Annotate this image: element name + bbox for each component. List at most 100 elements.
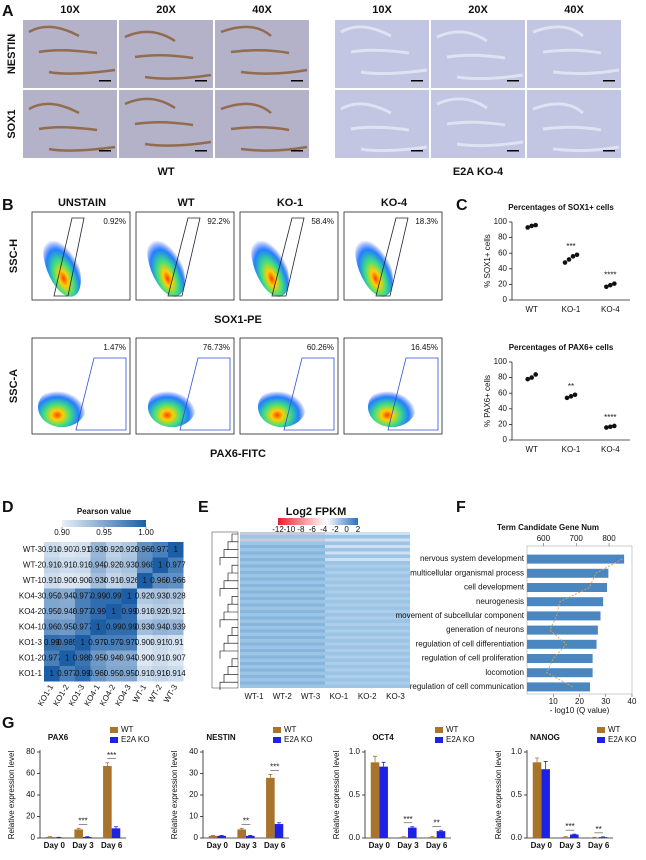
x-tick-label: Day 0 (531, 841, 553, 850)
cell-value: 0.948 (57, 607, 78, 616)
bar (527, 597, 604, 607)
tissue-structure (124, 97, 176, 110)
x-tick-label: Day 6 (588, 841, 610, 850)
cell-value: 0.907 (166, 653, 187, 662)
heatmap-cell (59, 619, 75, 635)
term-label: generation of neurons (446, 625, 524, 634)
data-point (529, 223, 534, 229)
y-axis-title: Relative expression level (332, 751, 341, 840)
cell-value: 0.963 (42, 622, 63, 631)
data-point (608, 424, 613, 430)
x-tick-label: KO-1 (562, 445, 581, 454)
legend-swatch (435, 727, 443, 733)
cell-value: 0.913 (135, 669, 156, 678)
legend-label: E2A KO (284, 735, 312, 744)
flow-density (368, 387, 416, 428)
tissue-structure (542, 48, 602, 55)
legend-swatch (273, 737, 281, 743)
heatmap-stripe (240, 636, 325, 639)
tissue-structure (230, 126, 290, 132)
heatmap-cell (75, 619, 91, 635)
cell-value: 0.939 (166, 622, 187, 631)
heatmap-cell (106, 650, 122, 666)
data-point (612, 281, 617, 286)
error-bar (76, 827, 81, 830)
data-point (529, 375, 534, 380)
significance: ** (434, 818, 440, 827)
x2-tick-label: 700 (570, 534, 584, 543)
cell-value: 1 (127, 591, 132, 600)
dendrogram (231, 596, 238, 605)
heatmap-cell (44, 635, 60, 651)
term-label: nervous system development (420, 554, 525, 563)
cell-value: 0.977 (88, 638, 109, 647)
colorbar-tick-label: -8 (297, 525, 305, 534)
x-tick-label: Day 0 (44, 841, 66, 850)
cell-value: 1 (96, 622, 101, 631)
heatmap-stripe (325, 636, 410, 639)
heatmap-cell (59, 588, 75, 604)
chart-title: Percentages of SOX1+ cells (508, 203, 614, 212)
gate-percent: 76.73% (203, 343, 230, 352)
heatmap-cell (59, 666, 75, 682)
heatmap-stripe (325, 642, 410, 646)
flow-density (251, 232, 289, 297)
heatmap-cell (75, 588, 91, 604)
x-axis-title: - log10 (Q value) (550, 706, 610, 715)
heatmap-cell (44, 619, 60, 635)
y-tick-label: 0.0 (349, 833, 361, 842)
data-point (568, 394, 574, 399)
chart-title: Term Candidate Gene Num (497, 523, 599, 532)
gate-percent: 0.92% (103, 217, 126, 226)
tissue-structure (144, 73, 212, 80)
gene-num-line (546, 558, 623, 688)
y-tick-label: 40 (189, 747, 198, 756)
colorbar-tick-label: -6 (309, 525, 317, 534)
heatmap-cell (44, 542, 60, 558)
tissue-structure (134, 54, 194, 60)
cell-value: 0.914 (42, 545, 63, 554)
cell-value: 0.963 (88, 669, 109, 678)
y-tick-label: 20 (498, 280, 507, 289)
cell-value: 0.918 (135, 607, 156, 616)
heatmap-stripe (325, 623, 410, 626)
y-tick-label: 20 (189, 790, 198, 799)
heatmap-stripe (240, 584, 325, 587)
sample-label: KO-4 (381, 197, 408, 209)
y-tick-label: 20 (498, 420, 507, 429)
tissue-structure (350, 125, 410, 132)
magnification-label: 10X (372, 4, 392, 16)
scale-bar (291, 150, 303, 152)
gate (53, 217, 85, 297)
row-label: WT-2 (23, 560, 43, 569)
bar (379, 766, 388, 838)
bar (408, 827, 417, 838)
chart-title: PAX6 (48, 733, 69, 742)
heatmap-stripe (325, 532, 410, 535)
dendrogram (231, 627, 238, 636)
heatmap-stripe (325, 603, 410, 607)
cell-value: 0.977 (73, 607, 94, 616)
bar (527, 668, 593, 678)
bar (532, 762, 542, 838)
tissue-structure (124, 30, 176, 43)
dendrogram (227, 635, 238, 644)
bar (45, 836, 55, 838)
cell-value: 0.985 (57, 638, 78, 647)
dendrogram (231, 564, 238, 573)
x-tick-label: 20 (575, 697, 584, 706)
bar (598, 837, 608, 838)
magnification-label: 10X (60, 4, 80, 16)
cell-value: 1 (158, 560, 163, 569)
bar (527, 654, 593, 663)
row-label: KO4-3 (19, 591, 43, 600)
heatmap-stripe (240, 558, 325, 561)
cell-value: 0.914 (166, 669, 187, 678)
gate (179, 357, 231, 431)
heatmap-cell (106, 542, 122, 558)
heatmap-cell (106, 635, 122, 651)
x-tick-label: Day 6 (101, 841, 123, 850)
heatmap-cell (168, 650, 184, 666)
data-point (574, 252, 580, 258)
gate-percent: 58.4% (311, 217, 334, 226)
